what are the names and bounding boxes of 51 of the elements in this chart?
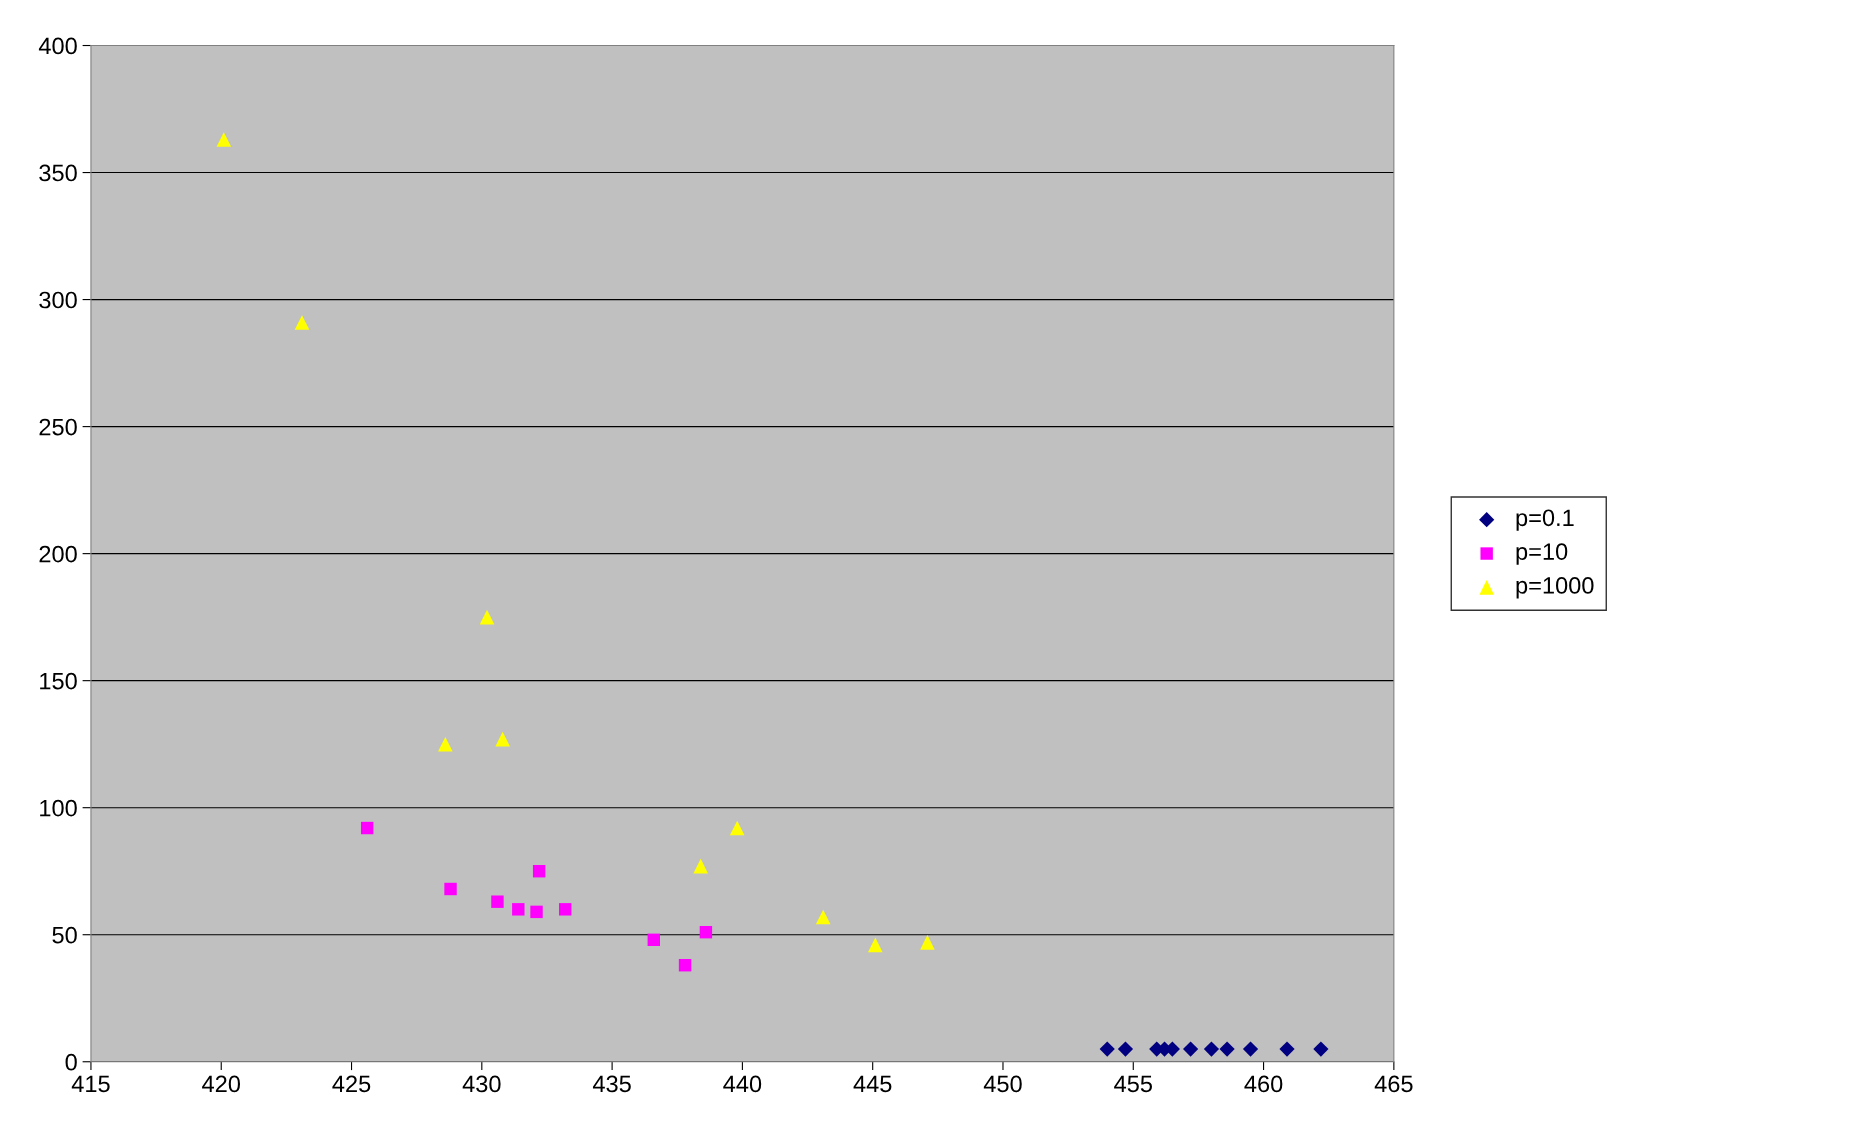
point [530,905,543,919]
point [693,858,708,874]
point [1182,1041,1199,1057]
legend-label: p=1000 [1516,577,1594,599]
x-tick-label: 415 [71,1075,110,1093]
point [216,132,232,147]
point [699,925,713,939]
point [360,821,374,835]
x-tick-label: 440 [723,1075,762,1093]
x-tick-label: 420 [202,1075,241,1093]
point [495,731,510,747]
legend-label: p=10 [1516,543,1568,565]
x-tick-label: 460 [1244,1075,1283,1093]
x-tick-label: 425 [332,1075,371,1093]
y-tick-label: 400 [38,37,77,55]
point [444,882,457,896]
point [1219,1041,1235,1057]
y-tick-label: 250 [39,418,77,436]
y-tick-label: 200 [39,545,77,563]
point [815,909,831,925]
point [1099,1041,1115,1057]
point [491,895,504,908]
y-tick-label: 300 [39,291,77,309]
x-tick-label: 430 [462,1075,501,1093]
x-tick-label: 445 [853,1075,892,1093]
point [647,933,661,947]
point [1242,1041,1259,1057]
point [678,959,692,972]
y-tick-label: 50 [52,926,77,944]
x-tick-label: 435 [592,1075,631,1093]
point [920,935,935,950]
point [1279,1041,1295,1057]
point [558,903,572,916]
y-tick-label: 0 [65,1053,77,1071]
point [729,820,745,836]
point [868,937,883,953]
point [512,903,525,916]
point [438,736,453,752]
legend-label: p=0.1 [1516,509,1574,531]
point [1117,1041,1134,1057]
point [294,315,310,330]
x-tick-label: 465 [1374,1075,1413,1093]
point [479,609,495,625]
x-tick-label: 455 [1114,1075,1152,1093]
y-tick-label: 100 [40,799,77,817]
point [532,865,546,878]
y-tick-label: 350 [39,164,77,182]
point [1203,1041,1220,1057]
y-tick-label: 150 [40,672,77,690]
x-tick-label: 450 [983,1075,1022,1093]
point [1313,1041,1329,1057]
